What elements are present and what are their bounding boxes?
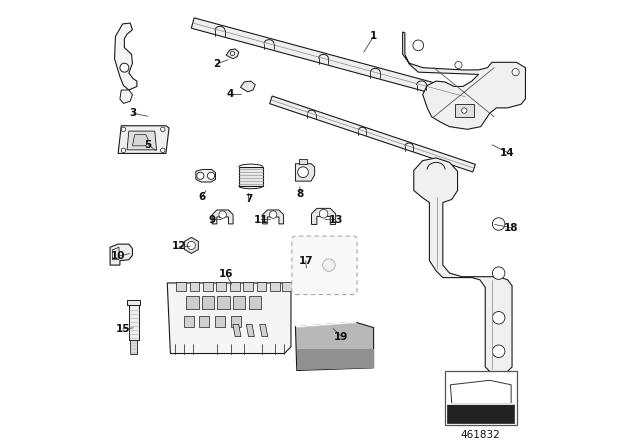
Circle shape <box>121 127 125 132</box>
Polygon shape <box>260 324 268 336</box>
Circle shape <box>196 172 204 179</box>
Polygon shape <box>212 210 233 224</box>
Polygon shape <box>233 296 245 309</box>
Polygon shape <box>184 315 194 327</box>
Polygon shape <box>191 18 467 102</box>
Polygon shape <box>215 315 225 327</box>
Circle shape <box>161 148 165 152</box>
Polygon shape <box>296 164 315 181</box>
Circle shape <box>512 69 519 76</box>
Circle shape <box>120 63 129 72</box>
Text: 461832: 461832 <box>461 430 500 440</box>
Polygon shape <box>312 208 335 224</box>
Polygon shape <box>269 96 476 172</box>
Polygon shape <box>216 282 226 291</box>
Text: 2: 2 <box>212 59 220 69</box>
Polygon shape <box>230 315 241 327</box>
Polygon shape <box>132 135 148 146</box>
Polygon shape <box>226 49 239 59</box>
Polygon shape <box>248 296 261 309</box>
Circle shape <box>461 108 467 113</box>
Circle shape <box>207 172 214 179</box>
Text: 14: 14 <box>500 147 515 158</box>
Polygon shape <box>186 296 198 309</box>
Circle shape <box>492 345 505 358</box>
Text: 4: 4 <box>226 90 234 99</box>
Polygon shape <box>176 282 186 291</box>
Circle shape <box>161 127 165 132</box>
Polygon shape <box>113 247 119 260</box>
Polygon shape <box>118 126 169 153</box>
Polygon shape <box>196 169 216 182</box>
Polygon shape <box>200 315 209 327</box>
Polygon shape <box>296 322 374 370</box>
Polygon shape <box>203 282 213 291</box>
Circle shape <box>298 167 308 177</box>
FancyBboxPatch shape <box>445 371 516 425</box>
Circle shape <box>323 259 335 271</box>
Polygon shape <box>262 210 284 224</box>
Polygon shape <box>202 296 214 309</box>
Polygon shape <box>230 282 239 291</box>
Text: 16: 16 <box>219 269 234 279</box>
Text: 19: 19 <box>334 332 349 341</box>
Text: 7: 7 <box>245 194 252 204</box>
Polygon shape <box>447 404 515 423</box>
Circle shape <box>121 148 125 152</box>
Circle shape <box>319 210 328 218</box>
Text: 15: 15 <box>115 324 130 334</box>
Polygon shape <box>239 167 263 186</box>
Polygon shape <box>257 282 266 291</box>
Text: 18: 18 <box>504 223 518 233</box>
Polygon shape <box>451 380 511 404</box>
Polygon shape <box>246 324 254 336</box>
Polygon shape <box>243 282 253 291</box>
Polygon shape <box>110 244 132 265</box>
Circle shape <box>492 267 505 280</box>
Polygon shape <box>403 32 525 129</box>
Polygon shape <box>120 90 132 103</box>
Polygon shape <box>233 324 241 336</box>
Circle shape <box>219 211 227 218</box>
Polygon shape <box>270 282 280 291</box>
Text: 3: 3 <box>130 108 137 118</box>
Polygon shape <box>414 158 512 375</box>
Polygon shape <box>189 282 200 291</box>
Text: 12: 12 <box>172 241 187 251</box>
Text: 5: 5 <box>145 139 152 150</box>
Text: 9: 9 <box>209 215 216 224</box>
Text: 11: 11 <box>254 215 268 224</box>
Circle shape <box>492 311 505 324</box>
Polygon shape <box>127 131 157 150</box>
Text: 10: 10 <box>111 251 125 261</box>
Polygon shape <box>455 104 474 117</box>
Circle shape <box>413 40 424 51</box>
Text: 17: 17 <box>298 256 313 266</box>
Polygon shape <box>130 340 138 354</box>
Polygon shape <box>167 283 291 353</box>
Polygon shape <box>129 305 139 340</box>
Polygon shape <box>217 296 230 309</box>
Polygon shape <box>115 23 137 90</box>
Text: 6: 6 <box>198 192 205 202</box>
Text: 1: 1 <box>370 31 377 41</box>
Circle shape <box>269 211 277 218</box>
Circle shape <box>455 61 462 69</box>
Text: 8: 8 <box>296 189 303 198</box>
Polygon shape <box>299 159 307 164</box>
Polygon shape <box>241 81 255 92</box>
Polygon shape <box>297 349 374 370</box>
Polygon shape <box>127 300 140 305</box>
Polygon shape <box>282 282 292 291</box>
FancyBboxPatch shape <box>292 236 357 295</box>
Text: 13: 13 <box>328 215 343 224</box>
Circle shape <box>188 241 195 250</box>
Circle shape <box>492 218 505 230</box>
